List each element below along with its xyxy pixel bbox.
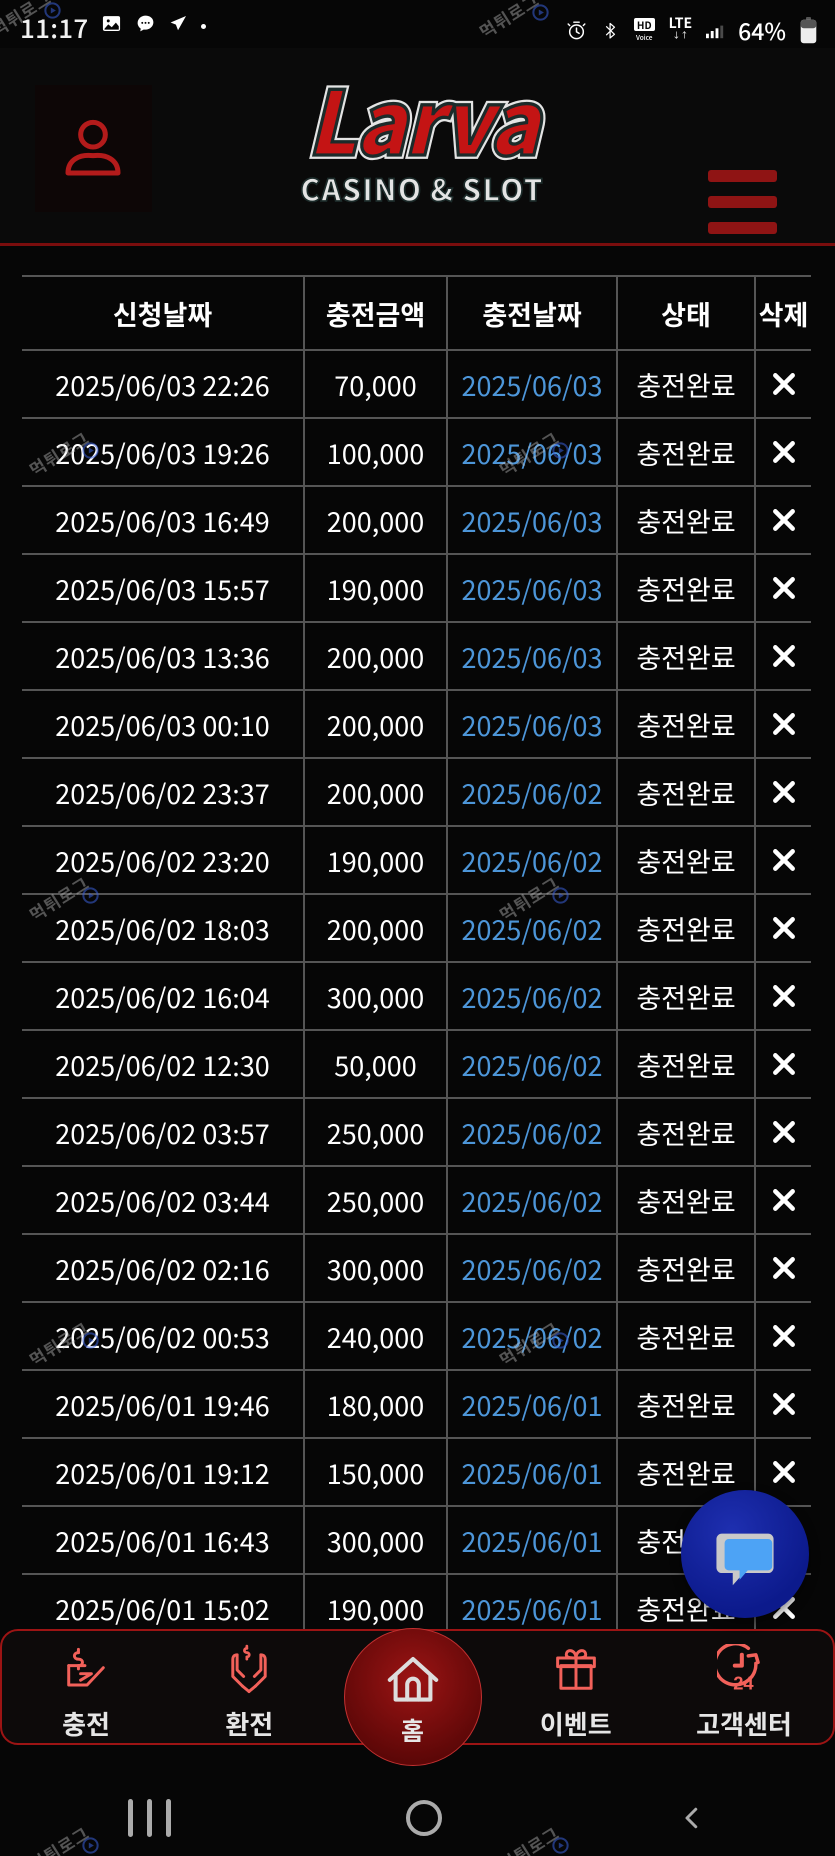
svg-text:24: 24	[733, 1672, 754, 1693]
